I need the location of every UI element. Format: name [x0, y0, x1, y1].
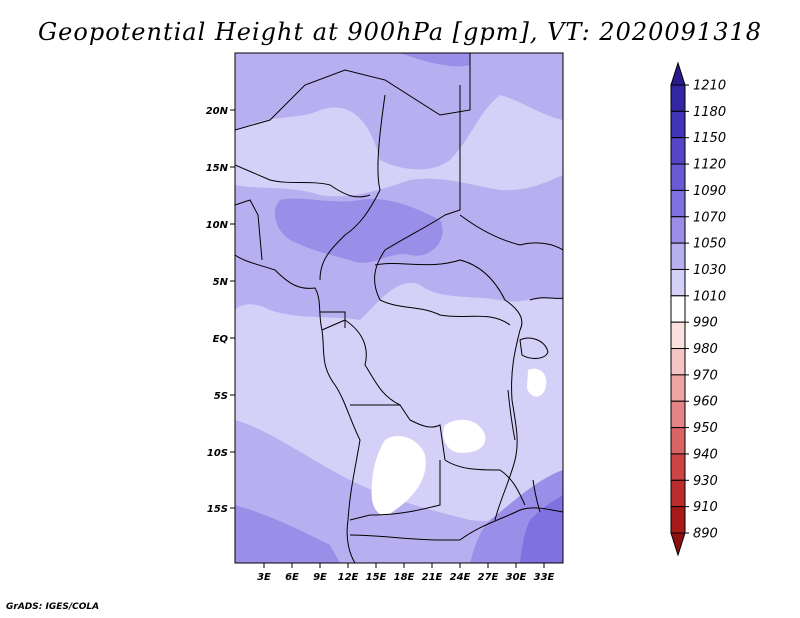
lon-label: 30E — [506, 572, 527, 583]
colorbar-label: 1030 — [693, 263, 726, 278]
border-lake-victoria — [519, 337, 549, 359]
colorbar-box — [670, 506, 686, 534]
border-angola-zambia — [349, 460, 441, 521]
lon-label: 12E — [338, 572, 359, 583]
colorbar-box — [670, 348, 686, 376]
lat-label: 10S — [207, 448, 228, 459]
border-chad-sudan — [374, 85, 461, 301]
colorbar-box — [670, 295, 686, 323]
field-band-north — [235, 53, 563, 170]
colorbar-box — [670, 321, 686, 350]
colorbar-label: 1210 — [693, 79, 726, 94]
lon-tick-labels: 3E 6E 9E 12E 15E 18E 21E 24E 27E 30E 33E — [257, 572, 554, 583]
colorbar-box — [670, 242, 686, 270]
border-car — [374, 259, 523, 331]
colorbar-box — [670, 374, 686, 402]
lat-label: 5S — [214, 391, 228, 402]
colorbar-label: 890 — [693, 527, 718, 542]
border-ssudan — [459, 214, 563, 251]
lon-label: 33E — [534, 572, 555, 583]
colorbar: 1210 1180 1150 1120 1090 1070 1050 1030 1010 990 9… — [670, 61, 726, 557]
border-congo — [321, 319, 401, 406]
colorbar-label: 1150 — [693, 131, 726, 146]
colorbar-label: 1010 — [693, 289, 726, 304]
colorbar-box — [670, 427, 686, 455]
lat-label: 5N — [213, 277, 229, 288]
field-south-mid — [235, 505, 340, 563]
colorbar-label: 950 — [693, 421, 718, 436]
lat-label: 10N — [206, 220, 229, 231]
colorbar-label: 960 — [693, 395, 718, 410]
border-zambia — [444, 459, 526, 506]
border-lake-malawi — [532, 479, 541, 513]
lon-label: 3E — [257, 572, 271, 583]
lon-label: 9E — [313, 572, 327, 583]
colorbar-label: 1180 — [693, 105, 726, 120]
lat-label: 20N — [206, 106, 229, 117]
lat-axis — [230, 109, 235, 509]
lon-axis — [263, 563, 545, 568]
colorbar-label: 1120 — [693, 158, 726, 173]
lon-label: 15E — [366, 572, 387, 583]
map-frame — [234, 52, 564, 564]
colorbar-box — [670, 453, 686, 481]
lon-label: 27E — [478, 572, 499, 583]
chart-title: Geopotential Height at 900hPa [gpm], VT:… — [38, 18, 762, 46]
border-libya-egypt — [235, 53, 471, 131]
lon-label: 24E — [450, 572, 471, 583]
colorbar-box — [670, 84, 686, 112]
country-borders — [235, 53, 563, 563]
border-east — [529, 297, 563, 301]
colorbar-box — [670, 400, 686, 429]
border-sahara-west — [235, 199, 263, 261]
lon-label: 6E — [285, 572, 299, 583]
lon-label: 18E — [394, 572, 415, 583]
colorbar-box — [670, 163, 686, 191]
colorbar-label: 990 — [693, 316, 718, 331]
colorbar-box — [670, 479, 686, 508]
border-drc-north — [379, 299, 511, 326]
colorbar-label: 970 — [693, 368, 718, 383]
border-drc-east — [494, 329, 521, 521]
field-min-east — [443, 419, 486, 453]
field-min-central — [371, 435, 426, 516]
border-niger-chad — [319, 94, 386, 281]
colorbar-label: 940 — [693, 447, 718, 462]
field-southeast-high — [520, 495, 563, 563]
field-min-lake — [527, 368, 547, 397]
border-angola-drc — [350, 404, 446, 461]
colorbar-top-triangle — [670, 61, 686, 86]
field-high-center — [274, 198, 443, 263]
colorbar-label: 1070 — [693, 210, 726, 225]
colorbar-box — [670, 110, 686, 139]
lat-label: 15S — [207, 504, 228, 515]
colorbar-box — [670, 189, 686, 218]
colorbar-box — [670, 137, 686, 165]
colorbar-box — [670, 268, 686, 297]
border-gabon — [320, 311, 346, 328]
geopotential-field — [235, 53, 563, 563]
lat-label: EQ — [213, 334, 229, 345]
colorbar-label: 1090 — [693, 184, 726, 199]
colorbar-label: 910 — [693, 500, 718, 515]
lon-label: 21E — [422, 572, 443, 583]
lat-label: 15N — [206, 163, 229, 174]
border-lake-tanganyika — [507, 389, 516, 441]
colorbar-bottom-triangle — [670, 532, 686, 557]
grads-credit: GrADS: IGES/COLA — [6, 602, 100, 612]
field-high-north — [400, 53, 470, 67]
border-nigeria — [235, 164, 371, 198]
colorbar-label: 930 — [693, 474, 718, 489]
lat-tick-labels: 20N 15N 10N 5N EQ 5S 10S 15S — [206, 106, 229, 515]
colorbar-label: 1050 — [693, 237, 726, 252]
border-coast-west — [235, 254, 361, 563]
colorbar-label: 980 — [693, 342, 718, 357]
colorbar-box — [670, 216, 686, 244]
border-zimbabwe — [459, 507, 563, 541]
border-namibia — [349, 534, 460, 541]
